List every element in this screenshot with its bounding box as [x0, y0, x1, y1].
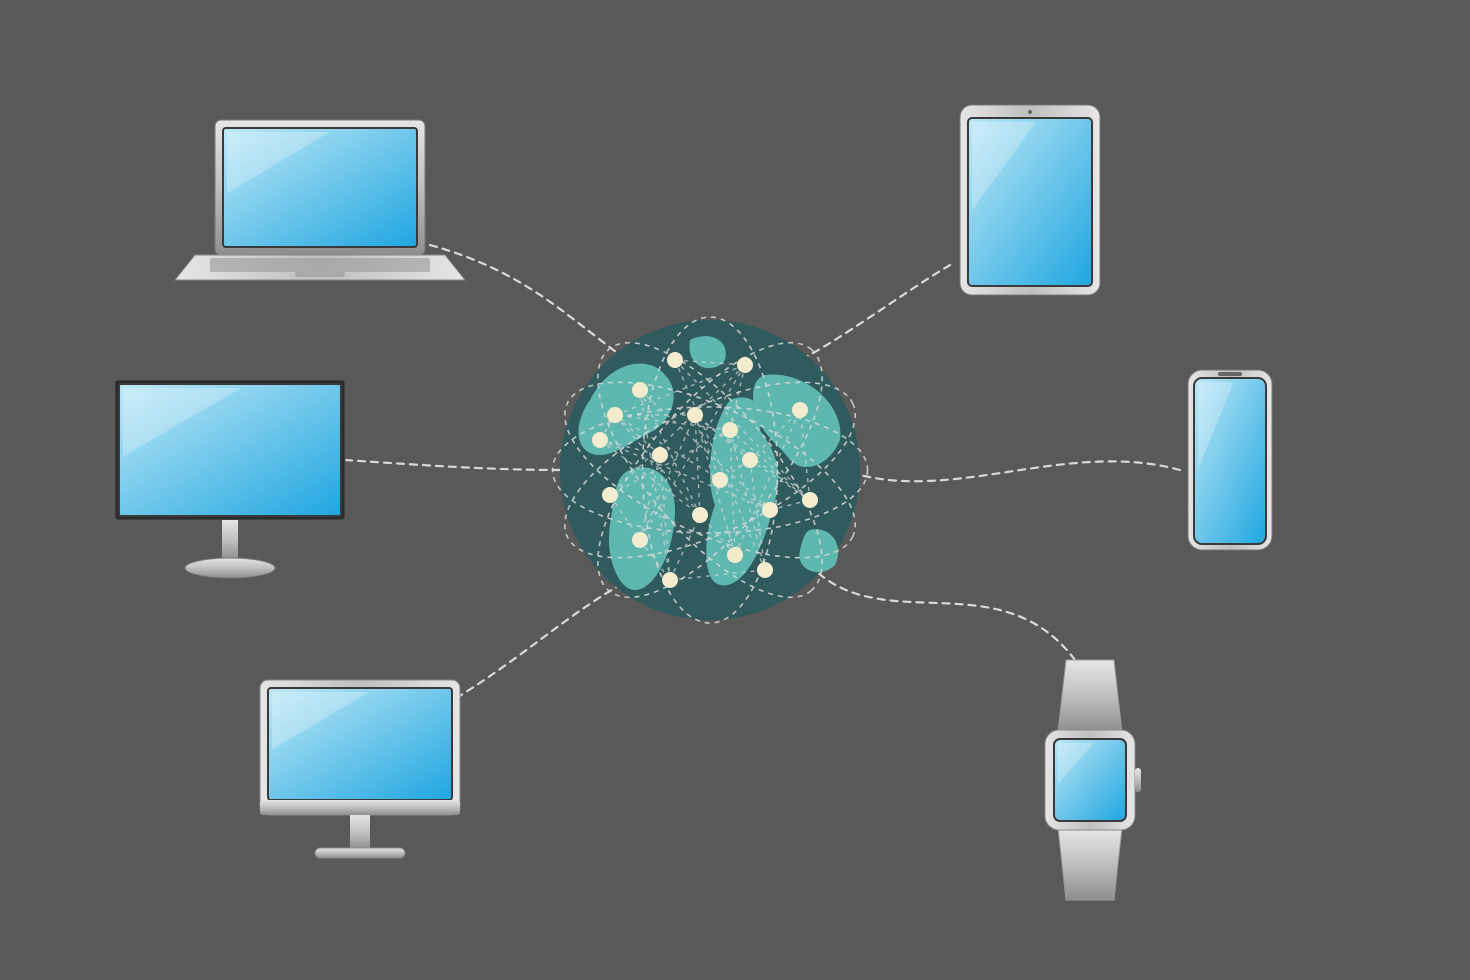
network-diagram	[0, 0, 1470, 980]
tablet-icon	[960, 105, 1100, 295]
smartphone-icon	[1188, 370, 1272, 550]
laptop-icon	[175, 120, 465, 280]
